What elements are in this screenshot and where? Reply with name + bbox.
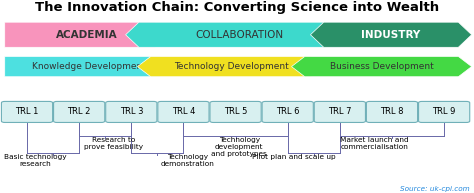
FancyBboxPatch shape xyxy=(262,102,313,123)
Text: Technology
demonstration: Technology demonstration xyxy=(160,154,214,167)
Polygon shape xyxy=(5,22,168,47)
Polygon shape xyxy=(292,56,472,77)
Text: TRL 5: TRL 5 xyxy=(224,108,247,116)
Text: Technology Development: Technology Development xyxy=(173,62,289,71)
Text: TRL 8: TRL 8 xyxy=(380,108,404,116)
Text: COLLABORATION: COLLABORATION xyxy=(195,30,283,40)
FancyBboxPatch shape xyxy=(366,102,418,123)
Text: Technology
development
and prototypes: Technology development and prototypes xyxy=(211,137,267,157)
Text: Basic technology
research: Basic technology research xyxy=(4,154,67,167)
Text: Business Development: Business Development xyxy=(330,62,433,71)
Text: The Innovation Chain: Converting Science into Wealth: The Innovation Chain: Converting Science… xyxy=(35,1,439,14)
Text: ACADEMIA: ACADEMIA xyxy=(55,30,118,40)
Text: Source: uk-cpi.com: Source: uk-cpi.com xyxy=(400,186,469,192)
Polygon shape xyxy=(5,56,173,77)
FancyBboxPatch shape xyxy=(106,102,157,123)
Text: TRL 3: TRL 3 xyxy=(119,108,143,116)
Text: TRL 2: TRL 2 xyxy=(67,108,91,116)
FancyBboxPatch shape xyxy=(158,102,209,123)
Text: TRL 9: TRL 9 xyxy=(432,108,456,116)
Text: Market launch and
commercialisation: Market launch and commercialisation xyxy=(340,137,409,150)
Text: Research to
prove feasibility: Research to prove feasibility xyxy=(84,137,143,150)
FancyBboxPatch shape xyxy=(314,102,365,123)
FancyBboxPatch shape xyxy=(210,102,261,123)
Polygon shape xyxy=(137,56,325,77)
Text: Knowledge Development: Knowledge Development xyxy=(32,62,146,71)
Text: TRL 4: TRL 4 xyxy=(172,108,195,116)
FancyBboxPatch shape xyxy=(419,102,470,123)
Text: TRL 6: TRL 6 xyxy=(276,108,300,116)
FancyBboxPatch shape xyxy=(54,102,105,123)
Text: INDUSTRY: INDUSTRY xyxy=(361,30,420,40)
Text: Pilot plan and scale up: Pilot plan and scale up xyxy=(252,154,336,160)
Text: TRL 1: TRL 1 xyxy=(15,108,39,116)
Text: TRL 7: TRL 7 xyxy=(328,108,352,116)
Polygon shape xyxy=(126,22,353,47)
FancyBboxPatch shape xyxy=(1,102,53,123)
Polygon shape xyxy=(310,22,472,47)
